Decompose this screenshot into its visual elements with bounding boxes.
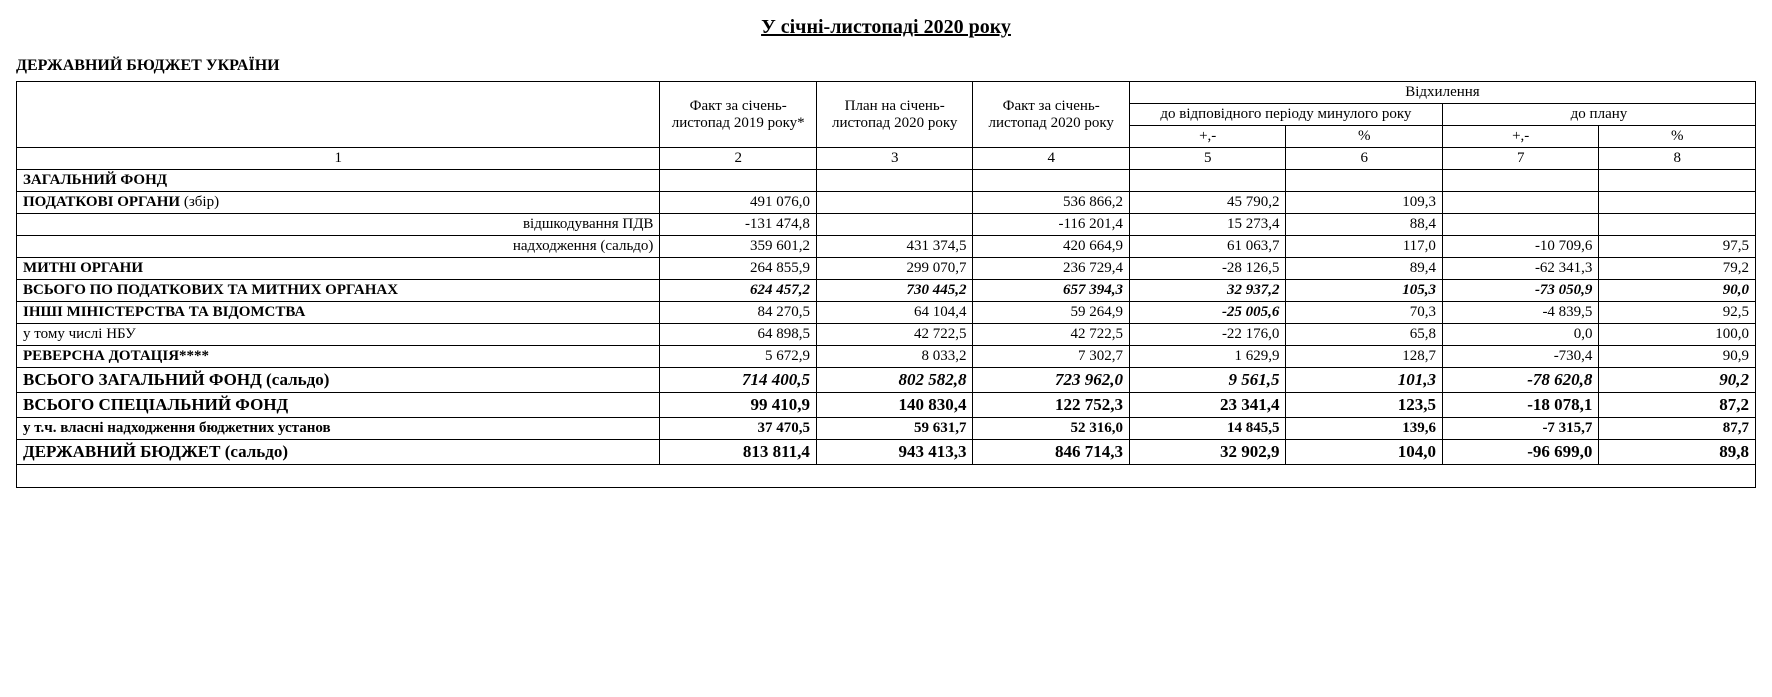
- row-label: надходження (сальдо): [17, 236, 660, 258]
- row-state-budget-total: ДЕРЖАВНИЙ БЮДЖЕТ (сальдо) 813 811,4 943 …: [17, 440, 1756, 465]
- row-nbu: у тому числі НБУ 64 898,5 42 722,5 42 72…: [17, 324, 1756, 346]
- page-title: У січні-листопаді 2020 року: [16, 16, 1756, 39]
- header-fact-2019: Факт за січень-листопад 2019 року*: [660, 82, 817, 148]
- row-label: ІНШІ МІНІСТЕРСТВА ТА ВІДОМСТВА: [17, 302, 660, 324]
- row-net-income: надходження (сальдо) 359 601,2 431 374,5…: [17, 236, 1756, 258]
- row-empty: [17, 465, 1756, 488]
- row-label: відшкодування ПДВ: [17, 214, 660, 236]
- row-label: ВСЬОГО СПЕЦІАЛЬНИЙ ФОНД: [17, 393, 660, 418]
- header-plan-2020: План на січень-листопад 2020 року: [816, 82, 973, 148]
- row-other-ministries: ІНШІ МІНІСТЕРСТВА ТА ВІДОМСТВА 84 270,5 …: [17, 302, 1756, 324]
- row-label: ВСЬОГО ЗАГАЛЬНИЙ ФОНД (сальдо): [17, 368, 660, 393]
- row-label: у т.ч. власні надходження бюджетних уста…: [17, 418, 660, 440]
- row-label: ПОДАТКОВІ ОРГАНИ (збір): [17, 192, 660, 214]
- header-fact-2020: Факт за січень-листопад 2020 року: [973, 82, 1130, 148]
- row-label: у тому числі НБУ: [17, 324, 660, 346]
- row-special-fund-total: ВСЬОГО СПЕЦІАЛЬНИЙ ФОНД 99 410,9 140 830…: [17, 393, 1756, 418]
- header-pm-2: +,-: [1442, 126, 1599, 148]
- row-tax-collect: ПОДАТКОВІ ОРГАНИ (збір) 491 076,0 536 86…: [17, 192, 1756, 214]
- row-vat-refund: відшкодування ПДВ -131 474,8 -116 201,4 …: [17, 214, 1756, 236]
- header-dev-prev: до відповідного періоду минулого року: [1129, 104, 1442, 126]
- header-pct-1: %: [1286, 126, 1443, 148]
- header-dev-plan: до плану: [1442, 104, 1755, 126]
- header-row-1: Факт за січень-листопад 2019 року* План …: [17, 82, 1756, 104]
- row-label: ВСЬОГО ПО ПОДАТКОВИХ ТА МИТНИХ ОРГАНАХ: [17, 280, 660, 302]
- header-pm-1: +,-: [1129, 126, 1286, 148]
- header-deviation: Відхилення: [1129, 82, 1755, 104]
- row-label: МИТНІ ОРГАНИ: [17, 258, 660, 280]
- header-pct-2: %: [1599, 126, 1756, 148]
- header-numbers: 1 2 3 4 5 6 7 8: [17, 148, 1756, 170]
- budget-table: Факт за січень-листопад 2019 року* План …: [16, 81, 1756, 488]
- row-label: ДЕРЖАВНИЙ БЮДЖЕТ (сальдо): [17, 440, 660, 465]
- row-customs: МИТНІ ОРГАНИ 264 855,9 299 070,7 236 729…: [17, 258, 1756, 280]
- row-tax-customs-total: ВСЬОГО ПО ПОДАТКОВИХ ТА МИТНИХ ОРГАНАХ 6…: [17, 280, 1756, 302]
- row-general-fund-total: ВСЬОГО ЗАГАЛЬНИЙ ФОНД (сальдо) 714 400,5…: [17, 368, 1756, 393]
- page-subtitle: ДЕРЖАВНИЙ БЮДЖЕТ УКРАЇНИ: [16, 57, 1756, 75]
- row-own-income: у т.ч. власні надходження бюджетних уста…: [17, 418, 1756, 440]
- row-reverse-subsidy: РЕВЕРСНА ДОТАЦІЯ**** 5 672,9 8 033,2 7 3…: [17, 346, 1756, 368]
- row-label: РЕВЕРСНА ДОТАЦІЯ****: [17, 346, 660, 368]
- section-general-fund: ЗАГАЛЬНИЙ ФОНД: [17, 170, 1756, 192]
